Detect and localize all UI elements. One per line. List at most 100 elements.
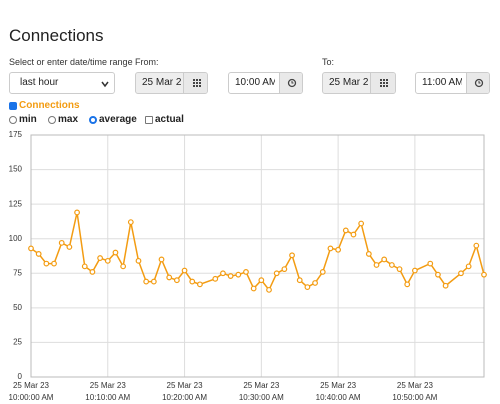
y-tick-label: 75 — [13, 268, 22, 277]
checkbox-checked — [9, 101, 17, 110]
option-max[interactable]: max — [48, 114, 78, 125]
page-title: Connections — [9, 26, 104, 45]
x-tick-label: 25 Mar 23 10:30:00 AM — [238, 381, 284, 402]
data-point — [143, 278, 150, 285]
plot-border — [30, 134, 485, 378]
data-point — [281, 266, 288, 273]
data-point — [365, 251, 372, 257]
data-point — [150, 278, 157, 285]
data-point — [396, 266, 403, 273]
data-point — [89, 269, 96, 275]
y-tick-label: 100 — [9, 234, 23, 243]
option-label: max — [58, 114, 79, 125]
data-point — [35, 251, 42, 257]
data-point — [319, 269, 326, 275]
clock-button[interactable] — [279, 73, 302, 93]
from-date-value: 25 Mar 2 — [142, 77, 182, 88]
data-point — [212, 275, 219, 282]
data-point — [135, 257, 142, 264]
to-label: To: — [322, 57, 335, 67]
data-point — [58, 239, 65, 246]
data-point — [266, 286, 272, 293]
y-tick-label: 25 — [13, 338, 22, 347]
data-point — [66, 244, 73, 250]
x-tick-label: 25 Mar 23 10:10:00 AM — [85, 381, 131, 402]
x-tick-label: 25 Mar 23 10:50:00 AM — [392, 381, 438, 402]
data-point — [127, 219, 134, 226]
data-point — [43, 260, 50, 267]
data-point — [458, 270, 464, 277]
clock-icon — [474, 78, 484, 88]
data-point — [342, 227, 349, 234]
calendar-button[interactable] — [370, 73, 395, 93]
data-point — [81, 263, 88, 270]
y-tick-label: 125 — [9, 199, 23, 208]
data-point — [411, 267, 418, 274]
data-point — [189, 278, 196, 285]
data-point — [358, 220, 365, 227]
data-point — [435, 271, 441, 278]
data-point — [296, 277, 303, 284]
data-point — [312, 280, 318, 286]
data-point — [74, 209, 80, 216]
radio-checked — [89, 115, 97, 124]
data-point — [166, 274, 173, 281]
calendar-icon — [380, 79, 388, 87]
data-point — [181, 267, 188, 274]
option-label: average — [99, 114, 137, 125]
data-point — [258, 277, 265, 284]
option-average[interactable]: average — [89, 114, 137, 125]
from-date[interactable]: 25 Mar 2 — [135, 72, 208, 94]
data-point — [373, 262, 380, 268]
data-point — [112, 249, 119, 256]
from-time[interactable]: 10:00 AM — [228, 72, 303, 94]
data-point — [227, 273, 234, 279]
option-actual[interactable]: actual — [145, 114, 184, 125]
option-label: actual — [155, 114, 184, 125]
data-point — [388, 262, 395, 268]
data-point — [173, 277, 180, 284]
data-point — [158, 256, 165, 263]
data-point — [243, 269, 249, 275]
series-toggle[interactable]: Connections — [9, 100, 80, 111]
data-point — [97, 255, 104, 261]
x-tick-label: 25 Mar 23 10:00:00 AM — [8, 381, 54, 402]
data-point — [381, 256, 388, 263]
clock-button[interactable] — [466, 73, 489, 93]
data-point — [51, 260, 57, 267]
data-point — [197, 281, 203, 288]
clock-icon — [287, 78, 297, 88]
range-select[interactable]: last hour — [9, 72, 115, 94]
data-point — [473, 242, 480, 249]
data-point — [304, 284, 311, 291]
y-tick-label: 50 — [13, 303, 22, 312]
data-point — [335, 246, 342, 253]
to-date-value: 25 Mar 2 — [329, 77, 369, 88]
data-point — [289, 252, 295, 259]
from-time-value: 10:00 AM — [235, 77, 275, 88]
data-point — [404, 281, 411, 288]
data-point — [220, 270, 226, 277]
x-tick-label: 25 Mar 23 10:20:00 AM — [162, 381, 207, 402]
data-point — [28, 245, 34, 252]
data-point — [481, 271, 487, 278]
to-date[interactable]: 25 Mar 2 — [322, 72, 396, 94]
data-point — [327, 245, 334, 252]
dropdown-arrow — [101, 81, 109, 88]
to-time[interactable]: 11:00 AM — [415, 72, 490, 94]
option-min[interactable]: min — [9, 114, 37, 125]
checkbox — [145, 115, 153, 124]
data-point — [427, 260, 434, 267]
y-tick-label: 0 — [18, 372, 23, 381]
calendar-icon — [193, 79, 201, 87]
calendar-button[interactable] — [183, 73, 207, 93]
data-point — [465, 263, 472, 270]
data-point — [250, 285, 257, 292]
legend-entry: Connections — [19, 100, 80, 111]
data-point — [350, 231, 357, 238]
radio — [9, 115, 17, 124]
x-tick-label: 25 Mar 23 10:40:00 AM — [315, 381, 361, 402]
from-label: From: — [135, 57, 159, 67]
